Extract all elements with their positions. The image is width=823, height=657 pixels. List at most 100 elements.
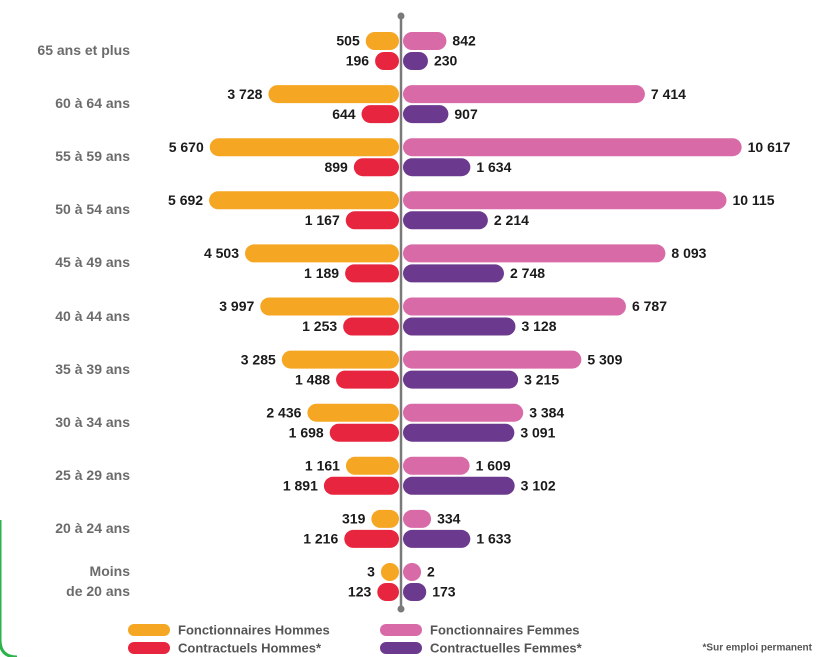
value-label: 5 309 (587, 351, 622, 367)
value-label: 7 414 (651, 86, 686, 102)
bar (403, 32, 447, 50)
value-label: 907 (454, 106, 478, 122)
value-label: 1 633 (476, 531, 511, 547)
legend-label: Fonctionnaires Hommes (178, 622, 330, 637)
bar (403, 583, 427, 601)
value-label: 899 (324, 159, 348, 175)
bar (403, 350, 582, 369)
value-label: 842 (452, 33, 476, 49)
value-label: 3 102 (521, 478, 556, 494)
bar (403, 509, 432, 528)
value-label: 334 (437, 511, 461, 527)
bar (403, 456, 470, 475)
value-label: 3 285 (241, 351, 276, 367)
bar (403, 138, 742, 157)
bar (403, 244, 666, 263)
bar (403, 158, 471, 177)
bar (371, 509, 399, 528)
legend-swatch (380, 624, 422, 636)
value-label: 2 (427, 564, 435, 580)
bar (403, 563, 422, 581)
bar (403, 52, 428, 70)
bar (403, 105, 449, 124)
bar (403, 211, 488, 230)
bar (281, 350, 399, 369)
value-label: 1 167 (305, 212, 340, 228)
value-label: 3 128 (521, 318, 556, 334)
value-label: 3 728 (227, 86, 262, 102)
legend-label: Fonctionnaires Femmes (430, 622, 580, 637)
note: *Sur emploi permanent (703, 643, 813, 654)
value-label: 196 (346, 53, 370, 69)
bar (403, 476, 515, 495)
value-label: 2 214 (494, 212, 529, 228)
bar (403, 191, 727, 210)
bar (403, 370, 519, 389)
bar (375, 52, 399, 70)
legend-label: Contractuels Hommes* (178, 640, 322, 655)
category-label: 40 à 44 ans (55, 307, 130, 324)
legend-label: Contractuelles Femmes* (430, 640, 583, 655)
bar (209, 191, 399, 210)
category-label: 50 à 54 ans (55, 201, 130, 218)
axis-dot (397, 12, 405, 20)
bar (380, 563, 399, 581)
value-label: 1 609 (476, 458, 511, 474)
bar (377, 583, 399, 601)
value-label: 644 (332, 106, 356, 122)
value-label: 1 216 (303, 531, 338, 547)
axis-dot (397, 605, 405, 613)
bar (403, 264, 504, 283)
value-label: 3 997 (219, 298, 254, 314)
category-label: 55 à 59 ans (55, 148, 130, 165)
value-label: 1 189 (304, 265, 339, 281)
bar (336, 370, 399, 389)
value-label: 230 (434, 53, 458, 69)
bar (353, 158, 399, 177)
value-label: 1 488 (295, 371, 330, 387)
value-label: 5 670 (169, 139, 204, 155)
bar (403, 529, 471, 548)
category-label: 60 à 64 ans (55, 95, 130, 112)
value-label: 2 748 (510, 265, 545, 281)
value-label: 1 891 (283, 478, 318, 494)
category-label: 25 à 29 ans (55, 466, 130, 483)
bar (403, 297, 626, 316)
bar (329, 423, 399, 442)
category-label: Moins de 20 ans (66, 563, 130, 599)
value-label: 1 253 (302, 318, 337, 334)
bar (403, 85, 645, 104)
category-label: 45 à 49 ans (55, 254, 130, 271)
bar (403, 423, 515, 442)
category-label: 65 ans et plus (37, 42, 130, 58)
bar (245, 244, 399, 263)
value-label: 3 384 (529, 404, 564, 420)
value-label: 173 (432, 584, 456, 600)
value-label: 6 787 (632, 298, 667, 314)
category-label: 35 à 39 ans (55, 360, 130, 377)
category-label: 30 à 34 ans (55, 413, 130, 430)
bar (345, 456, 399, 475)
bar (307, 403, 399, 422)
category-label: 20 à 24 ans (55, 519, 130, 536)
value-label: 3 091 (520, 424, 555, 440)
legend-swatch (128, 642, 170, 654)
bar (323, 476, 399, 495)
value-label: 8 093 (671, 245, 706, 261)
bar (403, 403, 524, 422)
value-label: 319 (342, 511, 366, 527)
bar (209, 138, 399, 157)
value-label: 3 215 (524, 371, 559, 387)
legend-swatch (128, 624, 170, 636)
value-label: 505 (336, 33, 360, 49)
value-label: 1 634 (476, 159, 511, 175)
bar (361, 105, 399, 124)
bar (343, 317, 399, 336)
bar (345, 211, 399, 230)
bar (268, 85, 399, 104)
value-label: 10 617 (748, 139, 791, 155)
value-label: 1 698 (289, 424, 324, 440)
value-label: 3 (367, 564, 375, 580)
